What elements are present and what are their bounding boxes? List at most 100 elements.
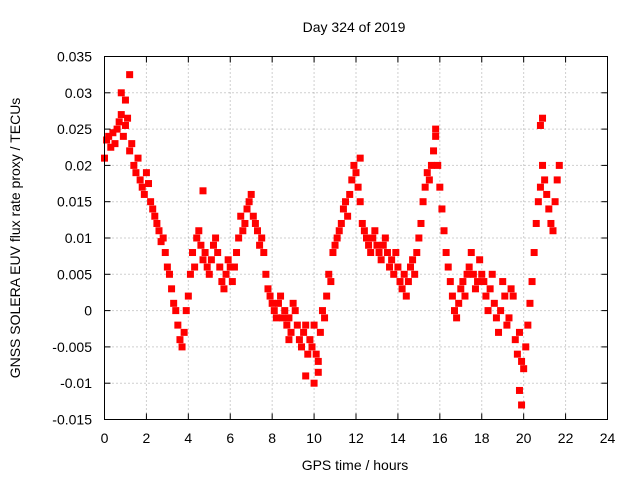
- data-point: [348, 176, 356, 184]
- data-point: [224, 256, 232, 264]
- data-point: [543, 190, 551, 198]
- data-point: [193, 234, 201, 242]
- data-point: [354, 183, 362, 191]
- data-point: [214, 249, 222, 257]
- data-point: [438, 205, 446, 213]
- data-point: [109, 129, 117, 137]
- data-point: [515, 328, 523, 336]
- data-point: [404, 278, 412, 286]
- data-point: [126, 147, 134, 155]
- x-tick-label: 18: [474, 430, 490, 446]
- data-point: [314, 368, 322, 376]
- data-point: [268, 299, 276, 307]
- data-point: [239, 227, 247, 235]
- data-point: [151, 212, 159, 220]
- data-point: [153, 219, 161, 227]
- x-tick-label: 22: [558, 430, 574, 446]
- data-point: [396, 278, 404, 286]
- data-point: [455, 299, 463, 307]
- data-point: [421, 183, 429, 191]
- data-point: [383, 249, 391, 257]
- data-point: [180, 328, 188, 336]
- y-tick-label: 0.035: [57, 49, 92, 65]
- data-point: [465, 263, 473, 271]
- data-point: [199, 187, 207, 195]
- data-point: [170, 299, 178, 307]
- data-point: [350, 161, 358, 169]
- data-point: [237, 212, 245, 220]
- data-point: [352, 169, 360, 177]
- data-point: [287, 328, 295, 336]
- x-tick-label: 6: [226, 430, 234, 446]
- data-point: [174, 321, 182, 329]
- data-point: [140, 190, 148, 198]
- data-point: [398, 285, 406, 293]
- data-point: [251, 219, 259, 227]
- data-point: [119, 132, 127, 140]
- data-point: [524, 321, 532, 329]
- data-point: [298, 343, 306, 351]
- data-point: [124, 114, 132, 122]
- data-point: [555, 161, 563, 169]
- data-point: [157, 238, 165, 246]
- data-point: [480, 278, 488, 286]
- data-point: [344, 212, 352, 220]
- x-tick-label: 4: [184, 430, 192, 446]
- data-point: [262, 270, 270, 278]
- data-point: [511, 336, 519, 344]
- data-point: [386, 263, 394, 271]
- data-point: [220, 285, 228, 293]
- data-point: [199, 256, 207, 264]
- data-point: [121, 96, 129, 104]
- data-point: [165, 270, 173, 278]
- data-point: [117, 111, 125, 119]
- grid-lines: [104, 56, 608, 420]
- data-point: [314, 357, 322, 365]
- data-point: [247, 190, 255, 198]
- axis-ticks: [104, 56, 608, 420]
- data-point: [499, 278, 507, 286]
- data-point: [482, 292, 490, 300]
- data-point: [226, 263, 234, 271]
- data-point: [302, 372, 310, 380]
- data-point: [147, 198, 155, 206]
- data-point: [243, 205, 251, 213]
- data-point: [484, 307, 492, 315]
- data-point: [486, 285, 494, 293]
- data-point: [318, 307, 326, 315]
- data-point: [308, 343, 316, 351]
- data-point: [212, 234, 220, 242]
- data-point: [425, 176, 433, 184]
- data-point: [381, 234, 389, 242]
- data-point: [539, 161, 547, 169]
- data-point: [513, 350, 521, 358]
- data-point: [358, 219, 366, 227]
- data-point: [302, 321, 310, 329]
- data-point: [113, 125, 121, 133]
- data-point: [306, 336, 314, 344]
- data-point: [356, 154, 364, 162]
- data-point: [291, 307, 299, 315]
- data-point: [432, 125, 440, 133]
- data-point: [528, 278, 536, 286]
- data-point: [423, 169, 431, 177]
- data-point: [172, 307, 180, 315]
- data-point: [488, 270, 496, 278]
- data-point: [207, 256, 215, 264]
- data-point: [258, 234, 266, 242]
- data-point: [159, 234, 167, 242]
- data-point: [518, 357, 526, 365]
- data-point: [176, 336, 184, 344]
- data-point: [515, 386, 523, 394]
- data-point: [388, 256, 396, 264]
- y-tick-label: 0.025: [57, 121, 92, 137]
- data-point: [281, 307, 289, 315]
- data-point: [203, 263, 211, 271]
- data-point: [134, 154, 142, 162]
- data-point: [522, 343, 530, 351]
- data-point: [444, 263, 452, 271]
- data-point: [285, 336, 293, 344]
- y-tick-label: -0.01: [60, 375, 92, 391]
- data-point: [283, 321, 291, 329]
